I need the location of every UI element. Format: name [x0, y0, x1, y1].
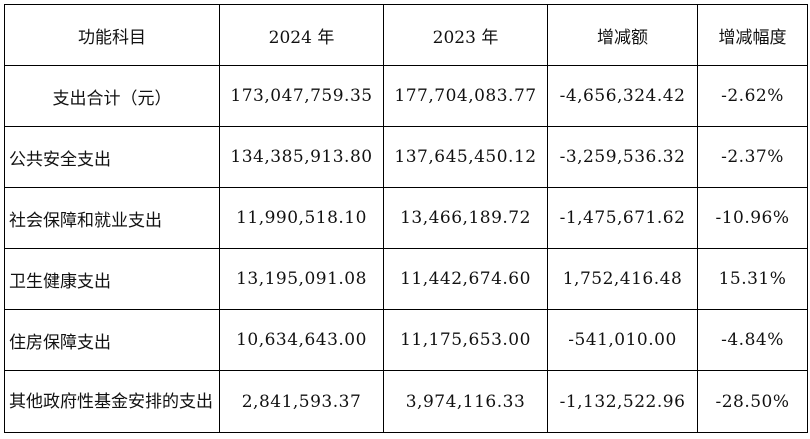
- row-value-2024: 13,195,091.08: [219, 248, 384, 310]
- row-change-pct: -4.84%: [697, 309, 808, 371]
- header-change-pct: 增减幅度: [697, 4, 808, 66]
- header-row: 功能科目 2024 年 2023 年 增减额 增减幅度: [4, 4, 808, 66]
- row-change: -541,010.00: [547, 309, 698, 371]
- header-category: 功能科目: [4, 4, 220, 66]
- row-change-pct: -2.37%: [697, 126, 808, 188]
- row-value-2024: 173,047,759.35: [219, 65, 384, 127]
- row-category: 公共安全支出: [4, 126, 220, 188]
- row-value-2024: 134,385,913.80: [219, 126, 384, 188]
- row-change-pct: 15.31%: [697, 248, 808, 310]
- table-row: 其他政府性基金安排的支出 2,841,593.37 3,974,116.33 -…: [4, 370, 808, 433]
- row-change: -3,259,536.32: [547, 126, 698, 188]
- row-change: -4,656,324.42: [547, 65, 698, 127]
- table-row: 公共安全支出 134,385,913.80 137,645,450.12 -3,…: [4, 126, 808, 188]
- header-2023: 2023 年: [383, 4, 548, 66]
- row-value-2024: 2,841,593.37: [219, 370, 384, 433]
- table-row-total: 支出合计（元） 173,047,759.35 177,704,083.77 -4…: [4, 65, 808, 127]
- row-category: 支出合计（元）: [4, 65, 220, 127]
- row-value-2023: 11,442,674.60: [383, 248, 548, 310]
- row-value-2024: 10,634,643.00: [219, 309, 384, 371]
- row-change: -1,475,671.62: [547, 187, 698, 249]
- row-category: 卫生健康支出: [4, 248, 220, 310]
- row-value-2023: 137,645,450.12: [383, 126, 548, 188]
- row-category: 其他政府性基金安排的支出: [4, 370, 220, 433]
- row-change-pct: -2.62%: [697, 65, 808, 127]
- row-category: 社会保障和就业支出: [4, 187, 220, 249]
- row-value-2023: 13,466,189.72: [383, 187, 548, 249]
- row-value-2023: 3,974,116.33: [383, 370, 548, 433]
- table-row: 卫生健康支出 13,195,091.08 11,442,674.60 1,752…: [4, 248, 808, 310]
- expenditure-table: 功能科目 2024 年 2023 年 增减额 增减幅度 支出合计（元） 173,…: [4, 4, 808, 433]
- row-value-2024: 11,990,518.10: [219, 187, 384, 249]
- table-row: 社会保障和就业支出 11,990,518.10 13,466,189.72 -1…: [4, 187, 808, 249]
- row-change: -1,132,522.96: [547, 370, 698, 433]
- row-value-2023: 11,175,653.00: [383, 309, 548, 371]
- row-category: 住房保障支出: [4, 309, 220, 371]
- table-row: 住房保障支出 10,634,643.00 11,175,653.00 -541,…: [4, 309, 808, 371]
- row-value-2023: 177,704,083.77: [383, 65, 548, 127]
- row-change-pct: -28.50%: [697, 370, 808, 433]
- header-2024: 2024 年: [219, 4, 384, 66]
- row-change: 1,752,416.48: [547, 248, 698, 310]
- header-change: 增减额: [547, 4, 698, 66]
- row-change-pct: -10.96%: [697, 187, 808, 249]
